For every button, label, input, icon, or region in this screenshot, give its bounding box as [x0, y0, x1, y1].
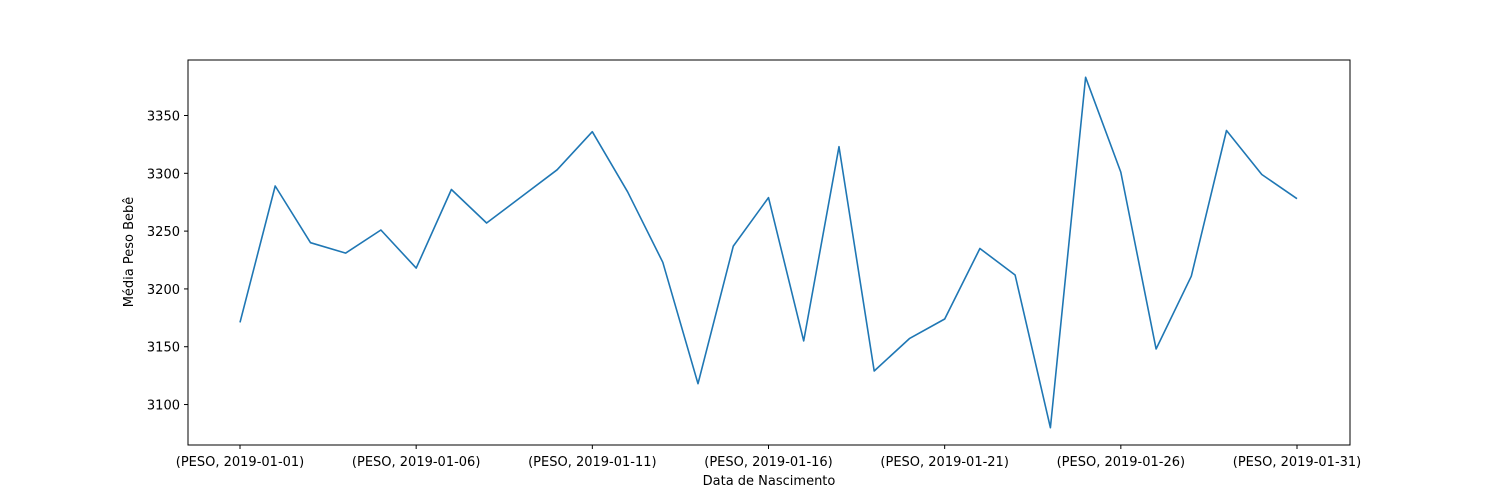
- y-axis-label: Média Peso Bebê: [122, 197, 137, 308]
- x-tick-label: (PESO, 2019-01-21): [880, 455, 1009, 470]
- x-axis-label: Data de Nascimento: [703, 474, 836, 489]
- plot-area-frame: [187, 59, 1351, 446]
- y-tick-label: 3150: [147, 341, 180, 356]
- x-axis-ticks: (PESO, 2019-01-01) (PESO, 2019-01-06) (PES…: [176, 445, 1362, 470]
- x-tick-label: (PESO, 2019-01-06): [352, 455, 481, 470]
- y-tick-label: 3200: [147, 283, 180, 298]
- x-tick-label: (PESO, 2019-01-16): [704, 455, 833, 470]
- y-tick-label: 3250: [147, 225, 180, 240]
- x-tick-label: (PESO, 2019-01-01): [176, 455, 305, 470]
- x-tick-label: (PESO, 2019-01-31): [1233, 455, 1362, 470]
- y-tick-label: 3300: [147, 167, 180, 182]
- y-tick-label: 3350: [147, 109, 180, 124]
- x-tick-label: (PESO, 2019-01-26): [1057, 455, 1186, 470]
- series-line: [239, 76, 1298, 429]
- y-axis-ticks: 3100 3150 3200 3250 3300 3350: [147, 109, 188, 414]
- y-tick-label: 3100: [147, 399, 180, 414]
- x-tick-label: (PESO, 2019-01-11): [528, 455, 657, 470]
